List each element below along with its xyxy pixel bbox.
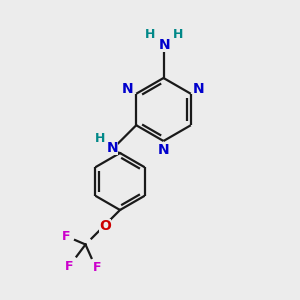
Text: H: H [145, 28, 155, 41]
Text: H: H [173, 28, 184, 41]
Text: N: N [122, 82, 134, 96]
Text: H: H [95, 132, 105, 145]
Text: F: F [62, 230, 70, 243]
Text: O: O [99, 219, 111, 233]
Text: N: N [158, 143, 169, 158]
Text: N: N [159, 38, 171, 52]
Text: N: N [106, 141, 118, 155]
Text: N: N [193, 82, 205, 96]
Text: F: F [65, 260, 73, 273]
Text: F: F [93, 261, 101, 274]
